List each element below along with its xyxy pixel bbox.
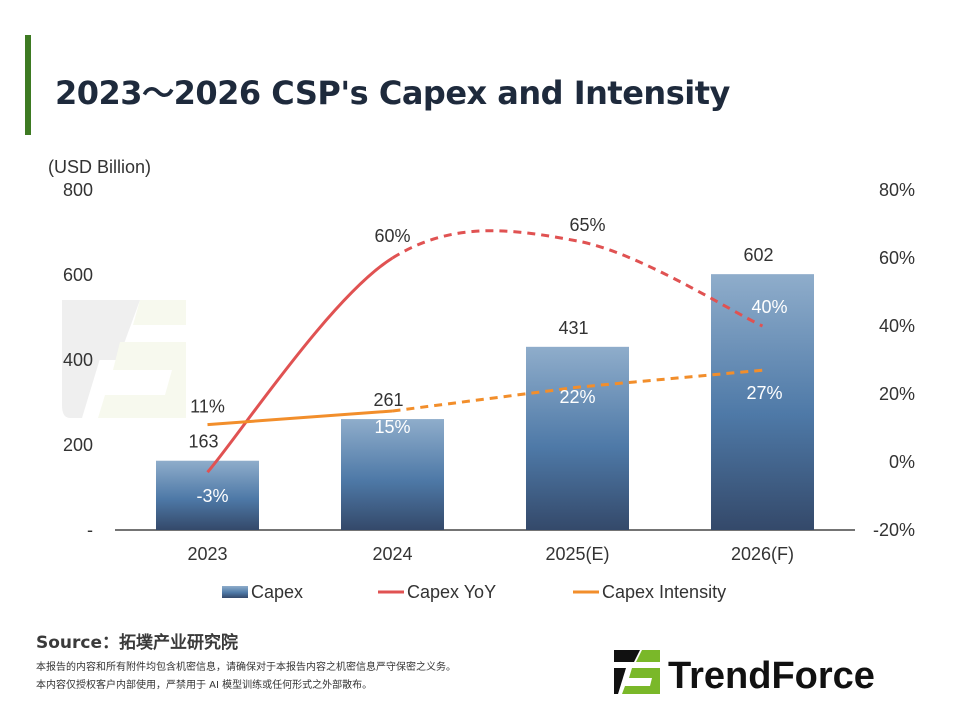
page-title: 2023～2026 CSP's Capex and Intensity [55,74,730,112]
line-capex-yoy-actual [206,256,394,474]
line-capex-intensity-actual [207,409,393,427]
watermark [62,300,186,418]
chart: (USD Billion) - 200 400 600 800 -20% 0% 20% 40% 60… [48,157,915,602]
y-tick-label: 400 [63,350,93,370]
logo-text: TrendForce [668,655,875,697]
y2-tick-label: 40% [879,316,915,336]
data-label-yoy: 40% [751,297,787,317]
legend-label: Capex YoY [407,582,496,602]
line-capex-yoy-forecast [391,229,764,328]
bar-capex [526,346,629,530]
legend: Capex Capex YoY Capex Intensity [222,582,726,602]
y-tick-label: - [87,520,93,540]
data-label-intensity: 11% [190,397,225,417]
y-tick-label: 800 [63,180,93,200]
legend-label: Capex [251,582,303,602]
data-label-intensity: 22% [559,387,595,407]
bar-capex [711,274,814,530]
disclaimer-line-1: 本报告的内容和所有附件均包含机密信息，请确保对于本报告内容之机密信息严守保密之义… [36,662,456,673]
disclaimer-line-2: 本内容仅授权客户内部使用，严禁用于 AI 模型训练或任何形式之外部散布。 [36,680,373,691]
y-tick-label: 200 [63,435,93,455]
y2-tick-label: 60% [879,248,915,268]
data-label-capex: 431 [558,318,588,338]
y2-tick-label: 80% [879,180,915,200]
x-tick-label: 2026(F) [731,544,794,564]
y-axis-title: (USD Billion) [48,157,151,177]
data-label-capex: 163 [188,432,218,452]
x-tick-label: 2025(E) [545,544,609,564]
source-note: Source：拓墣产业研究院 [36,633,239,653]
x-tick-label: 2023 [187,544,227,564]
y2-tick-label: 20% [879,384,915,404]
title-accent-bar [25,35,31,135]
x-tick-label: 2024 [372,544,412,564]
data-label-intensity: 27% [746,383,782,403]
line-capex-intensity-forecast [392,368,763,413]
legend-swatch-capex [222,586,248,598]
trendforce-logo: TrendForce [614,650,875,697]
bar-capex [341,419,444,530]
data-label-intensity: 15% [374,417,410,437]
bar-capex [156,460,259,530]
data-label-yoy: -3% [196,486,228,506]
y2-tick-label: 0% [889,452,915,472]
data-label-yoy: 65% [569,215,605,235]
data-label-yoy: 60% [374,226,410,246]
y-tick-label: 600 [63,265,93,285]
legend-label: Capex Intensity [602,582,726,602]
data-label-capex: 602 [743,245,773,265]
data-label-capex: 261 [373,390,403,410]
y2-tick-label: -20% [873,520,915,540]
